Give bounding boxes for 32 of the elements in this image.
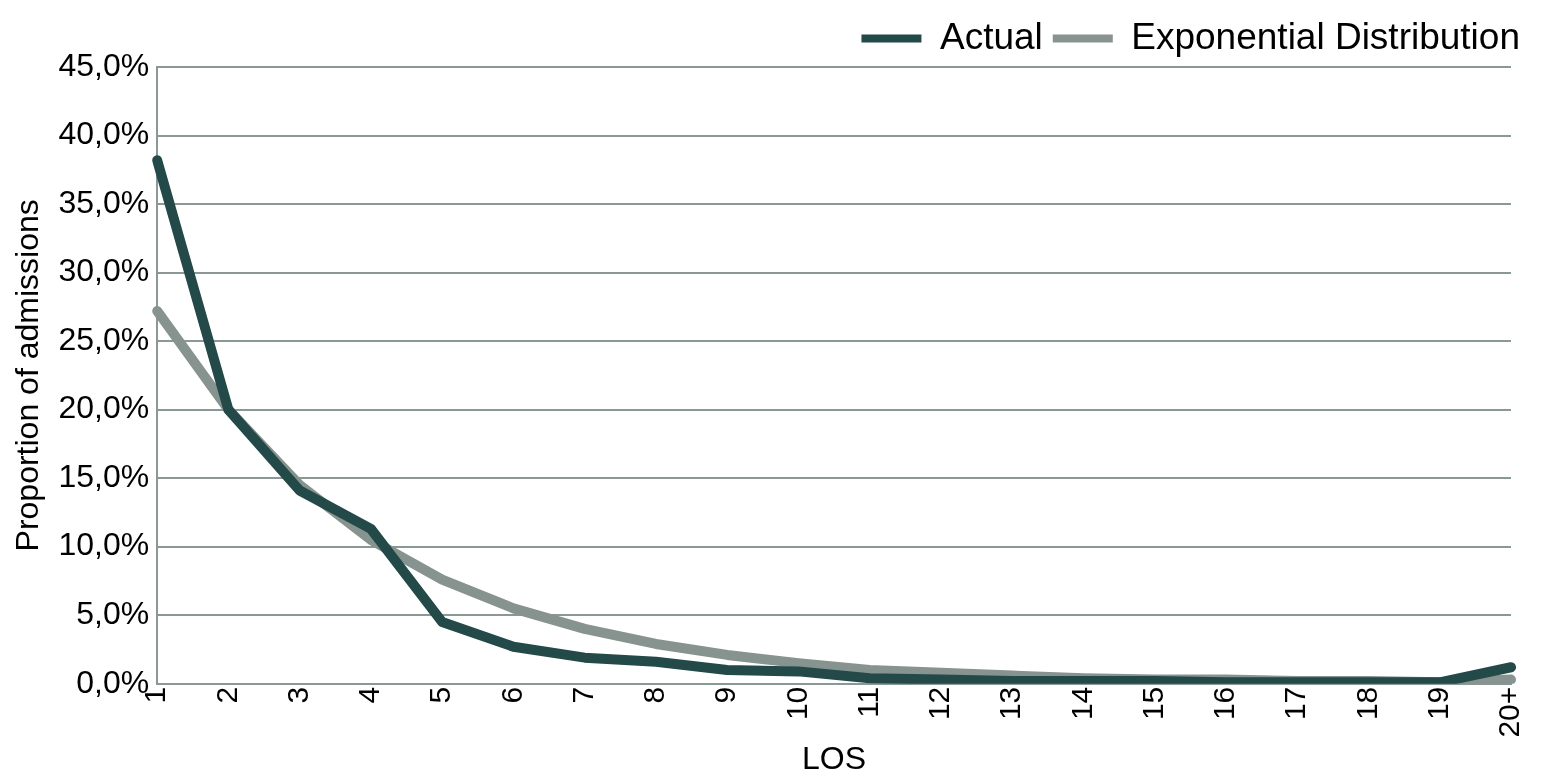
x-tick-label: 7 (565, 686, 599, 704)
x-tick-label: 5 (423, 686, 457, 704)
x-tick-label: 19 (1421, 686, 1455, 721)
x-tick-label: 13 (993, 686, 1027, 721)
x-tick-label: 11 (850, 686, 884, 718)
x-tick-label: 14 (1064, 686, 1098, 721)
x-tick-label: 3 (280, 686, 314, 704)
y-tick-label: 10,0% (58, 526, 150, 563)
x-tick-label: 17 (1278, 686, 1312, 721)
y-tick-label: 20,0% (58, 389, 150, 426)
y-axis-title: Proportion of admissions (9, 199, 46, 552)
y-tick-label: 45,0% (58, 46, 150, 83)
x-tick-label: 10 (779, 686, 813, 721)
x-tick-label: 4 (352, 686, 386, 704)
x-tick-label: 6 (494, 686, 528, 704)
y-tick-label: 5,0% (76, 595, 150, 632)
legend-label: Exponential Distribution (1131, 15, 1520, 57)
x-tick-label: 12 (922, 686, 956, 721)
x-tick-label: 20+ (1492, 686, 1526, 738)
x-tick-label: 9 (708, 686, 742, 704)
y-tick-label: 40,0% (58, 115, 150, 152)
legend-label: Actual (939, 15, 1043, 57)
x-tick-label: 18 (1349, 686, 1383, 721)
x-tick-label: 8 (637, 686, 671, 704)
x-axis-title: LOS (802, 739, 867, 776)
x-tick-label: 2 (209, 686, 243, 704)
y-tick-label: 30,0% (58, 252, 150, 289)
y-tick-label: 35,0% (58, 183, 150, 220)
x-tick-label: 16 (1207, 686, 1241, 721)
y-tick-label: 25,0% (58, 320, 150, 357)
x-tick-label: 15 (1135, 686, 1169, 721)
y-tick-label: 15,0% (58, 457, 150, 494)
